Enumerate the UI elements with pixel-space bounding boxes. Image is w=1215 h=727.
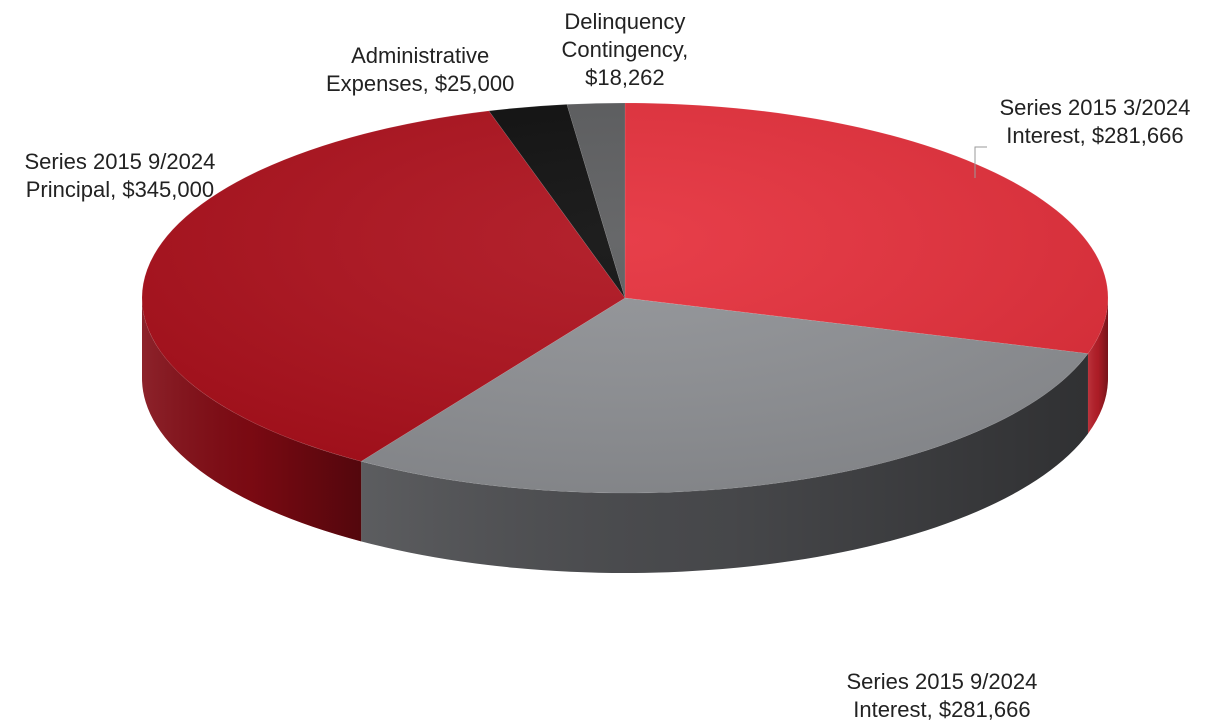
pie-side-walls [142,298,1108,573]
data-label-series-2015-9-2024-principal: Series 2015 9/2024 Principal, $345,000 [25,148,216,204]
data-label-line: Interest, $281,666 [1006,123,1184,148]
data-label-line: Administrative [351,43,490,68]
data-label-line: Delinquency [564,9,686,34]
data-label-line: Series 2015 9/2024 [24,149,216,174]
data-label-series-2015-9-2024-interest: Series 2015 9/2024 Interest, $281,666 [847,668,1038,724]
pie-side-shade-series-2015-3-2024-interest [1087,298,1108,434]
pie-side-shade-series-2015-9-2024-interest [361,353,1088,573]
data-label-line: Interest, $281,666 [853,697,1031,722]
leader-line-series-2015-3-2024-interest [974,146,987,178]
data-label-line: Principal, $345,000 [25,177,215,202]
data-label-series-2015-3-2024-interest: Series 2015 3/2024 Interest, $281,666 [1000,94,1191,150]
data-label-line: Series 2015 3/2024 [999,95,1191,120]
data-label-line: $18,262 [585,65,665,90]
pie-side-shade-series-2015-9-2024-principal [142,298,362,542]
pie-top-faces [141,102,1109,494]
data-label-administrative-expenses: Administrative Expenses, $25,000 [326,42,514,98]
data-label-line: Contingency, [561,37,689,62]
pie-top-sheen [142,103,1108,493]
data-label-line: Series 2015 9/2024 [846,669,1038,694]
data-label-delinquency-contingency: Delinquency Contingency, $18,262 [562,8,689,92]
data-label-line: Expenses, $25,000 [326,71,515,96]
pie-leader-lines [974,146,987,178]
